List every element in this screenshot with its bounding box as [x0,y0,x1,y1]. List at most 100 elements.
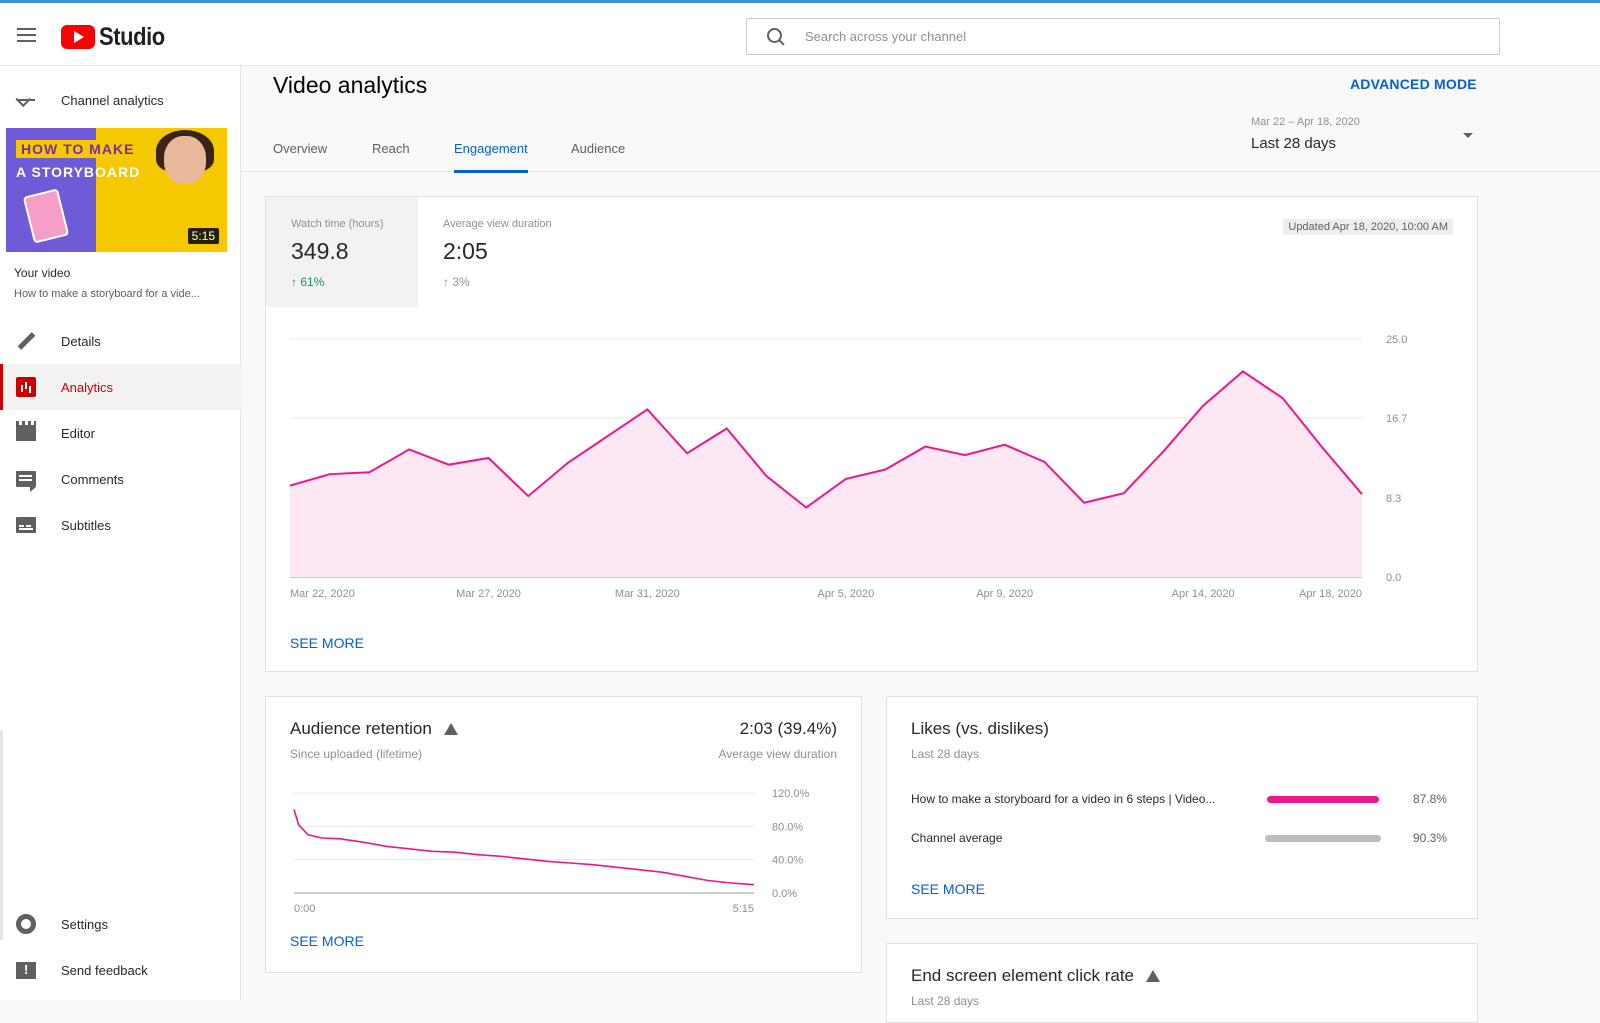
thumbnail-text-line2: A STORYBOARD [16,164,141,180]
series-line [289,370,1363,509]
sidebar-item-settings[interactable]: Settings [0,901,241,947]
youtube-play-icon [61,25,95,49]
sidebar-nav: Details Analytics Editor Comments Subtit… [0,318,241,548]
see-more-link[interactable]: SEE MORE [911,881,985,897]
y-tick-label: 80.0% [772,821,803,833]
warning-icon[interactable] [1146,970,1160,982]
sidebar-item-comments[interactable]: Comments [0,456,241,502]
see-more-link[interactable]: SEE MORE [290,933,364,949]
thumbnail-person-face [164,136,206,184]
comments-icon [16,471,36,492]
metric-label: Average view duration [443,218,552,230]
retention-value-label: Average view duration [718,747,837,761]
tab-audience[interactable]: Audience [571,141,626,156]
engagement-chart-card: Watch time (hours) 349.8 ↑ 61% Average v… [265,196,1478,672]
x-tick-label: Mar 27, 2020 [456,588,521,600]
sidebar-bottom-nav: Settings Send feedback [0,901,241,993]
back-label: Channel analytics [61,92,164,108]
logo-text: Studio [99,22,165,51]
your-video-heading: Your video [14,266,71,280]
sidebar-item-label: Details [61,333,101,349]
sidebar: Channel analytics HOW TO MAKE A STORYBOA… [0,66,241,1000]
studio-logo[interactable]: Studio [61,23,174,51]
x-tick-label: Apr 9, 2020 [976,588,1033,600]
end-screen-title: End screen element click rate [911,966,1134,985]
likes-percentage: 90.3% [1413,831,1448,845]
back-to-channel-analytics[interactable]: Channel analytics [0,80,241,120]
sidebar-item-label: Send feedback [61,962,148,978]
x-tick-label: Apr 14, 2020 [1172,588,1235,600]
gear-icon [16,914,36,934]
menu-icon[interactable] [17,28,36,42]
metric-value: 2:05 [443,238,488,264]
likes-row-label: How to make a storyboard for a video in … [911,792,1216,806]
x-tick-label: 5:15 [733,903,754,915]
top-bar: Studio [0,0,1600,66]
tab-bar: Overview Reach Engagement Audience [241,125,1600,173]
sidebar-item-label: Editor [61,425,95,441]
date-range-selector[interactable]: Mar 22 – Apr 18, 2020 Last 28 days [1251,116,1473,160]
thumbnail-notebook-icon [22,188,70,244]
card-title: Audience retention [290,719,458,739]
x-tick-label: Apr 5, 2020 [817,588,874,600]
pencil-icon [16,331,36,351]
y-tick-label: 120.0% [772,788,810,800]
metric-change: ↑ 61% [291,275,325,289]
page-title: Video analytics [273,72,428,98]
date-range-label: Last 28 days [1251,135,1337,152]
sidebar-item-details[interactable]: Details [0,318,241,364]
video-duration-badge: 5:15 [187,228,219,244]
metric-average-view-duration[interactable]: Average view duration 2:05 ↑ 3% [418,197,608,307]
card-subtitle: Last 28 days [911,994,980,1008]
feedback-icon [16,961,36,979]
x-tick-label: Apr 18, 2020 [1299,588,1362,600]
x-tick-label: Mar 22, 2020 [290,588,355,600]
warning-icon[interactable] [443,723,458,735]
tab-engagement[interactable]: Engagement [454,141,528,173]
sidebar-item-label: Comments [61,471,124,487]
card-title: End screen element click rate [911,966,1160,986]
y-tick-label: 40.0% [772,855,803,867]
y-tick-label: 25.0 [1386,334,1407,346]
metric-value: 349.8 [291,238,349,264]
metric-watch-time[interactable]: Watch time (hours) 349.8 ↑ 61% [266,197,418,307]
sidebar-item-editor[interactable]: Editor [0,410,241,456]
see-more-link[interactable]: SEE MORE [290,635,364,651]
clapperboard-icon [16,421,36,441]
likes-bar [1265,835,1381,842]
x-tick-label: 0:00 [294,903,315,915]
thumbnail-text-line1: HOW TO MAKE [16,140,140,158]
likes-percentage: 87.8% [1413,792,1448,806]
sidebar-item-label: Settings [61,916,108,932]
y-tick-label: 0.0 [1386,572,1401,584]
audience-retention-card: Audience retention Since uploaded (lifet… [265,696,862,973]
sidebar-item-analytics[interactable]: Analytics [0,364,241,410]
card-subtitle: Last 28 days [911,747,980,761]
area-fill [290,371,1362,577]
sidebar-item-subtitles[interactable]: Subtitles [0,502,241,548]
likes-bar [1267,796,1379,803]
retention-value: 2:03 (39.4%) [739,719,837,738]
video-title: How to make a storyboard for a vide... [14,288,200,300]
sidebar-item-label: Subtitles [61,517,111,533]
back-arrow-icon[interactable] [17,92,37,108]
audience-retention-chart: 120.0% 80.0% 40.0% 0.0% 0:00 5:15 [293,788,810,915]
video-thumbnail[interactable]: HOW TO MAKE A STORYBOARD 5:15 [6,128,227,252]
likes-card: Likes (vs. dislikes) Last 28 days How to… [886,696,1478,919]
metric-change: ↑ 3% [443,275,470,289]
analytics-icon [16,377,36,397]
retention-line [293,809,755,886]
card-subtitle: Since uploaded (lifetime) [290,747,423,761]
date-range-dates: Mar 22 – Apr 18, 2020 [1251,116,1360,128]
metric-label: Watch time (hours) [291,218,384,230]
tab-overview[interactable]: Overview [273,141,328,156]
watch-time-chart: 25.0 16.7 8.3 0.0 Mar 22, 2020 Mar 27, 2020 Ma… [289,334,1407,600]
tab-reach[interactable]: Reach [372,141,410,156]
sidebar-item-send-feedback[interactable]: Send feedback [0,947,241,993]
search-input[interactable] [805,29,1405,44]
search-icon[interactable] [765,26,787,48]
search-bar[interactable] [746,18,1500,55]
y-tick-label: 16.7 [1386,413,1407,425]
advanced-mode-link[interactable]: ADVANCED MODE [1350,76,1477,92]
audience-retention-title: Audience retention [290,719,432,738]
